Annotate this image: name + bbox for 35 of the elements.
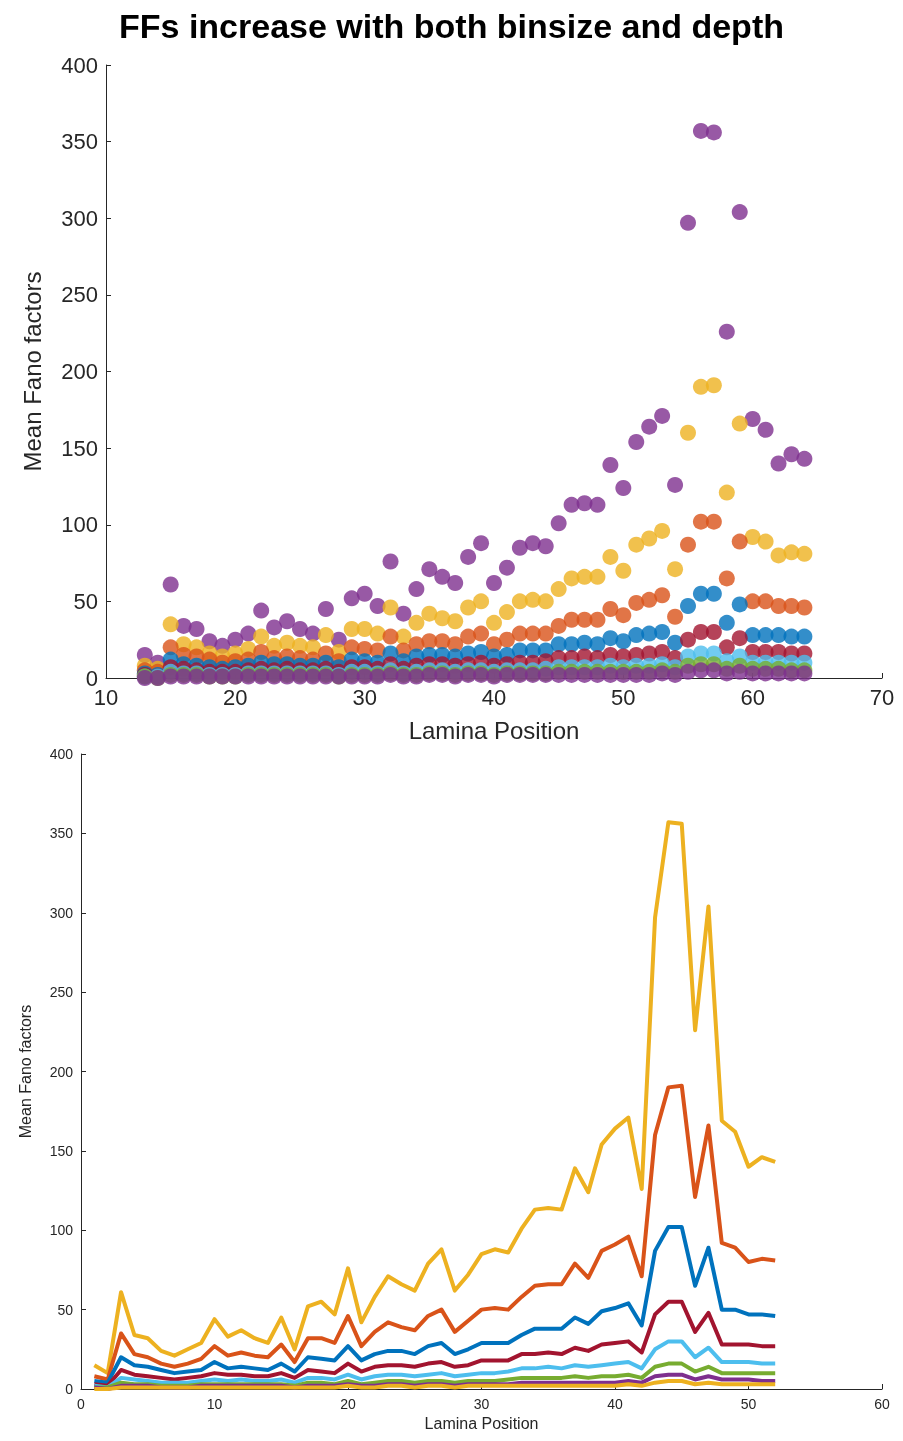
y-tick-label: 150 <box>49 1142 74 1159</box>
x-tick-label: 20 <box>340 1396 356 1412</box>
y-tick-label: 300 <box>49 904 74 921</box>
y-tick-label: 350 <box>49 825 74 842</box>
y-tick-label: 250 <box>49 984 74 1001</box>
x-tick-label: 70 <box>869 684 895 710</box>
y-tick-label: 350 <box>61 129 98 155</box>
y-axis-title: Mean Fano factors <box>18 271 46 472</box>
y-tick-label: 100 <box>49 1222 74 1239</box>
y-tick-label: 50 <box>57 1301 74 1318</box>
chart-title: FFs increase with both binsize and depth <box>119 7 784 45</box>
x-axis-title: Lamina Position <box>424 1415 539 1433</box>
y-tick-label: 300 <box>61 205 98 231</box>
y-axis-title: Mean Fano factors <box>16 1004 34 1139</box>
x-tick-label: 60 <box>740 684 765 710</box>
y-tick-label: 250 <box>61 282 98 308</box>
y-tick-label: 0 <box>85 665 98 691</box>
y-tick-label: 400 <box>61 52 98 78</box>
y-tick-label: 200 <box>49 1063 74 1080</box>
x-tick-label: 40 <box>607 1396 623 1412</box>
y-tick-label: 50 <box>73 588 98 614</box>
y-tick-label: 150 <box>61 435 98 461</box>
x-tick-label: 10 <box>206 1396 223 1412</box>
y-tick-label: 200 <box>61 359 98 384</box>
y-tick-label: 100 <box>61 512 98 538</box>
x-tick-label: 50 <box>611 684 636 710</box>
x-tick-label: 50 <box>740 1396 757 1412</box>
x-tick-label: 60 <box>874 1396 890 1412</box>
x-tick-label: 40 <box>481 684 507 710</box>
x-tick-label: 30 <box>352 684 377 710</box>
y-tick-label: 0 <box>65 1381 74 1397</box>
x-tick-label: 20 <box>223 684 248 710</box>
x-axis-title: Lamina Position <box>408 716 580 744</box>
x-tick-label: 30 <box>473 1396 490 1412</box>
y-tick-label: 400 <box>49 746 74 762</box>
